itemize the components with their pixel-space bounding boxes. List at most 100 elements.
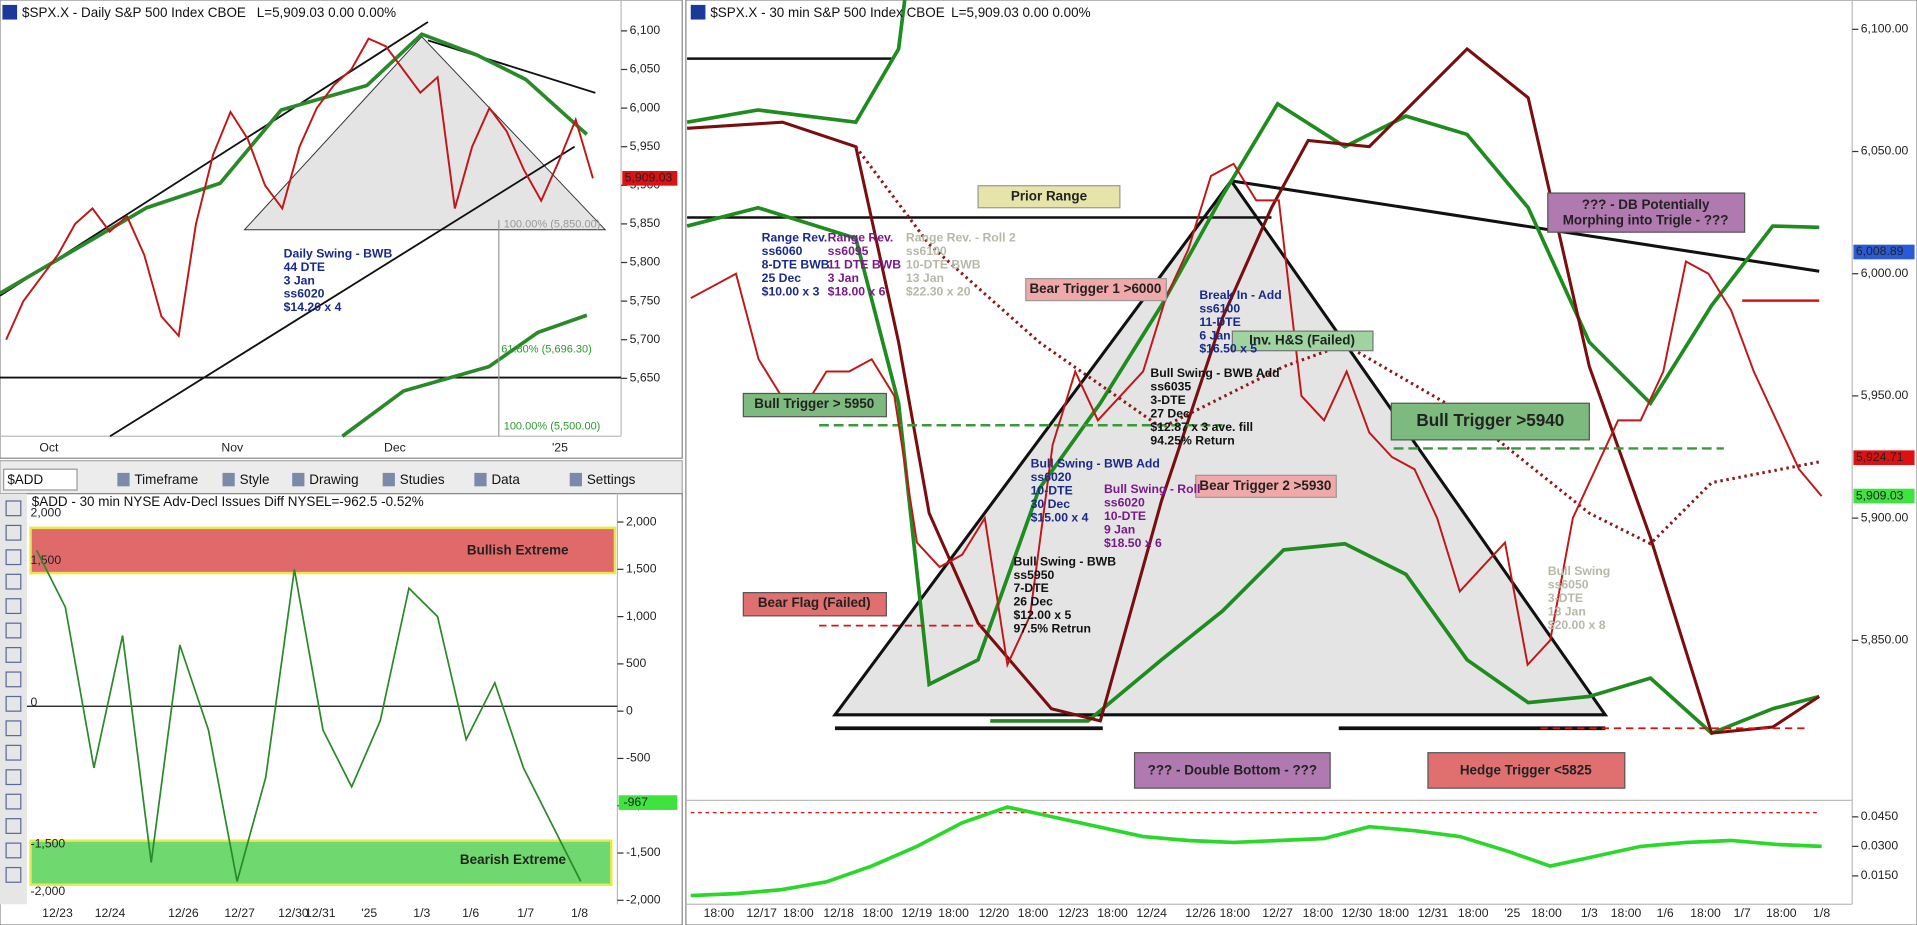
toolbar-button[interactable]: Drawing xyxy=(309,472,358,487)
level-label: 0 xyxy=(31,695,38,709)
toolbar-button[interactable]: Data xyxy=(491,472,520,487)
trade-note: ss6050 xyxy=(1548,578,1589,592)
drawing-tool[interactable] xyxy=(5,573,22,590)
x-tick-label: 1/3 xyxy=(413,906,430,920)
x-tick-label: 18:00 xyxy=(1018,906,1049,920)
toolbar-button[interactable]: Timeframe xyxy=(134,472,198,487)
y-tick-label: 5,650 xyxy=(630,371,661,385)
annotation-label: ??? - DB Potentially xyxy=(1582,197,1710,212)
trade-note: Range Rev. - Roll 2 xyxy=(906,231,1016,245)
x-tick-label: 18:00 xyxy=(1766,906,1797,920)
drawing-tool[interactable] xyxy=(5,671,22,688)
trade-note: $12.87 x 3 ave. fill xyxy=(1150,420,1253,434)
symbol-dropdown[interactable] xyxy=(3,468,78,491)
price-tag-label: -967 xyxy=(624,795,649,809)
indicator-line xyxy=(690,805,1822,898)
trade-note: 97.5% Retrun xyxy=(1014,622,1091,636)
annotation-label: Morphing into Trigle - ??? xyxy=(1563,213,1729,228)
y-tick-label: 5,750 xyxy=(630,293,661,307)
y-tick-label: 1,000 xyxy=(626,609,657,623)
trade-note: 11 DTE BWB xyxy=(828,257,902,271)
drawing-tool[interactable] xyxy=(5,866,22,883)
drawing-tool[interactable] xyxy=(5,769,22,786)
panel-symbol: $SPX.X - Daily S&P 500 Index CBOE xyxy=(22,5,246,20)
x-tick-label: 18:00 xyxy=(863,906,894,920)
annotation-box xyxy=(1427,752,1626,789)
trade-note: $10.00 x 3 xyxy=(762,284,820,298)
resistance-line xyxy=(1230,179,1820,273)
toolbar-icon[interactable] xyxy=(382,472,395,487)
trade-note: 13 Jan xyxy=(906,271,944,285)
x-tick-label: 12/27 xyxy=(224,906,255,920)
drawing-tool[interactable] xyxy=(5,647,22,663)
x-tick-label: 18:00 xyxy=(1531,906,1562,920)
x-tick-label: 18:00 xyxy=(1611,906,1642,920)
trade-note: ss6100 xyxy=(1199,301,1240,315)
trade-note: $15.00 x 4 xyxy=(1031,510,1089,524)
trade-note: Bull Swing - BWB Add xyxy=(1150,366,1279,380)
drawing-tool[interactable] xyxy=(5,818,22,834)
lower-band xyxy=(341,313,588,438)
x-tick-label: 12/18 xyxy=(823,906,854,920)
x-tick-label: 12/23 xyxy=(42,906,73,920)
drawing-tool[interactable] xyxy=(5,842,22,859)
trend-line xyxy=(427,39,596,94)
toolbar-icon[interactable] xyxy=(474,472,487,487)
annotation-box xyxy=(1390,402,1590,441)
annotation-label: Bear Flag (Failed) xyxy=(758,595,871,610)
trade-note: 7-DTE xyxy=(1014,581,1049,595)
trade-note: 3-DTE xyxy=(1548,591,1583,605)
y-tick-label: 0.0300 xyxy=(1861,839,1899,853)
x-tick-label: 18:00 xyxy=(1303,906,1334,920)
drawing-tool[interactable] xyxy=(5,500,22,517)
y-tick-label: 6,100.00 xyxy=(1861,22,1909,36)
y-tick-label: 5,900.00 xyxy=(1861,510,1909,524)
toolbar-button[interactable]: Settings xyxy=(587,472,636,487)
trade-note: $20.00 x 8 xyxy=(1548,618,1606,632)
drawing-tool[interactable] xyxy=(5,524,22,541)
y-tick-label: 0.0150 xyxy=(1861,868,1899,882)
x-tick-label: 18:00 xyxy=(1220,906,1251,920)
x-tick-label: 12/24 xyxy=(1136,906,1167,920)
drawing-tool[interactable] xyxy=(5,720,22,737)
drawing-tool[interactable] xyxy=(5,695,22,712)
drawing-tool[interactable] xyxy=(5,744,22,761)
toolbar-icon[interactable] xyxy=(292,472,305,487)
annotation-box xyxy=(1133,752,1331,789)
annotation-box xyxy=(1231,330,1374,352)
toolbar-icon[interactable] xyxy=(117,472,130,487)
annotation-box xyxy=(742,592,887,617)
annotation-label: ??? - Double Bottom - ??? xyxy=(1148,763,1317,778)
trade-note: ss6060 xyxy=(762,244,803,258)
drawing-tool[interactable] xyxy=(5,622,22,639)
y-tick-label: 5,950.00 xyxy=(1861,388,1909,402)
toolbar-button[interactable]: Style xyxy=(240,472,270,487)
bearish-zone xyxy=(29,839,613,886)
trade-note: 10-DTE xyxy=(1104,509,1146,523)
trade-note: ss5950 xyxy=(1014,568,1055,582)
x-tick-label: 12/24 xyxy=(95,906,126,920)
toolbar-icon[interactable] xyxy=(222,472,235,487)
x-tick-label: 18:00 xyxy=(1458,906,1489,920)
trade-note: $12.00 x 5 xyxy=(1014,608,1072,622)
x-tick-label: 12/30 xyxy=(1342,906,1373,920)
annotation-label: Bear Trigger 1 >6000 xyxy=(1029,281,1161,296)
drawing-tool[interactable] xyxy=(5,598,22,615)
trade-note: $18.50 x 6 xyxy=(1104,536,1162,550)
trade-note: 13 Jan xyxy=(1548,604,1586,618)
drawing-tool[interactable] xyxy=(5,793,22,810)
trade-note: 11-DTE xyxy=(1199,315,1240,329)
middle-band xyxy=(686,46,1821,735)
x-tick-label: 12/17 xyxy=(746,906,777,920)
drawing-tool[interactable] xyxy=(5,549,22,566)
toolbar-button[interactable]: Studies xyxy=(400,472,445,487)
tool-column[interactable] xyxy=(0,493,27,905)
trade-note: 27 Dec xyxy=(1150,406,1190,420)
trade-note: 10-DTE xyxy=(1031,483,1073,497)
trend-line xyxy=(109,145,576,438)
trade-note: $18.00 x 6 xyxy=(828,284,886,298)
symbol-input[interactable]: $ADD xyxy=(7,472,43,487)
toolbar-icon[interactable] xyxy=(569,472,582,487)
